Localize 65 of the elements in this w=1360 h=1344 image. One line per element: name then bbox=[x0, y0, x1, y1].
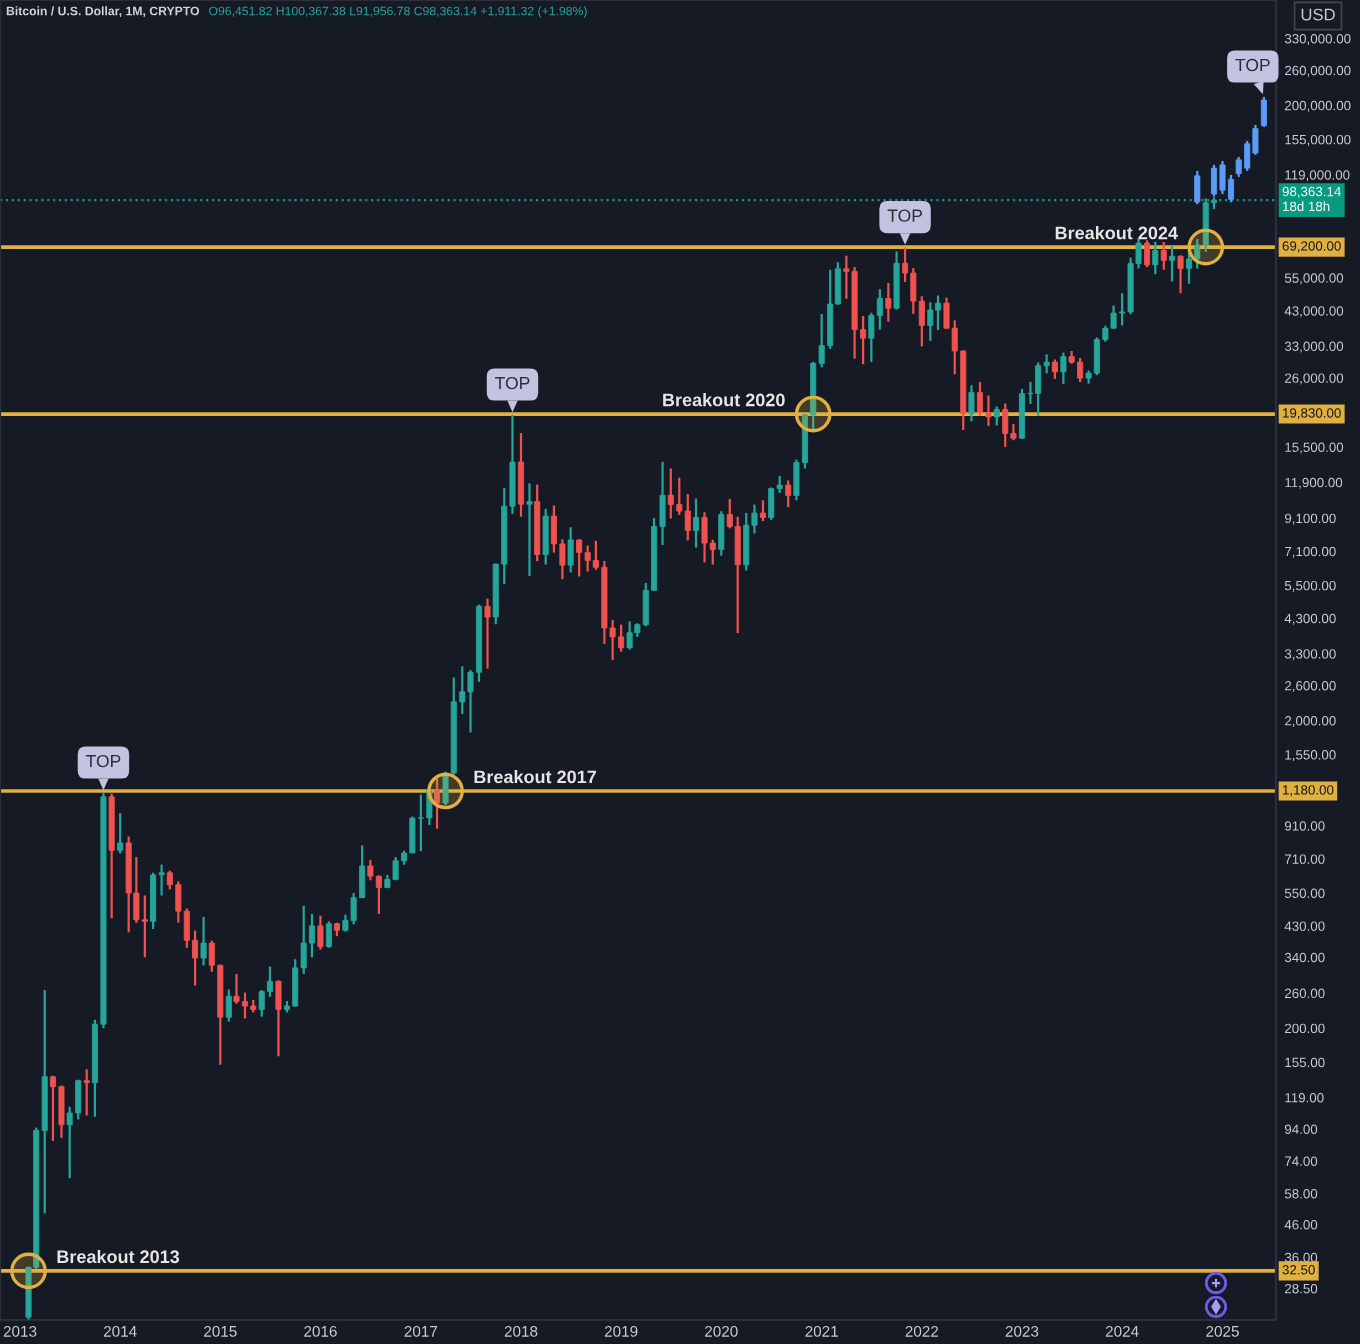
annotation: Breakout 2013 bbox=[57, 1249, 180, 1264]
y-axis-title: USD bbox=[1301, 8, 1335, 21]
candlestick bbox=[893, 250, 900, 311]
candlestick bbox=[325, 920, 332, 949]
candlestick bbox=[258, 988, 265, 1018]
candlestick bbox=[141, 894, 148, 959]
annotation: TOP bbox=[887, 209, 922, 222]
candlestick bbox=[1210, 163, 1218, 198]
candlestick bbox=[1260, 95, 1267, 129]
candlestick bbox=[701, 511, 708, 564]
candlestick bbox=[1219, 159, 1226, 196]
candlestick bbox=[58, 1084, 65, 1139]
candlestick bbox=[1035, 361, 1042, 418]
candlestick bbox=[1144, 239, 1151, 269]
candlestick bbox=[934, 294, 942, 332]
candlestick bbox=[426, 787, 433, 827]
candlestick bbox=[150, 871, 157, 931]
candlestick bbox=[927, 301, 934, 342]
candlestick bbox=[526, 482, 533, 578]
candlestick bbox=[367, 858, 374, 882]
candlestick bbox=[1177, 254, 1184, 295]
candlestick bbox=[584, 544, 591, 573]
candlestick bbox=[1002, 402, 1009, 449]
candlestick bbox=[626, 620, 633, 651]
candlestick bbox=[1194, 169, 1201, 206]
candlestick bbox=[317, 914, 324, 951]
candlestick bbox=[876, 288, 883, 331]
candlestick bbox=[993, 405, 1000, 427]
candlestick bbox=[576, 538, 583, 578]
annotation: TOP bbox=[1235, 58, 1270, 72]
candlestick bbox=[200, 915, 207, 967]
candlestick bbox=[1051, 358, 1058, 381]
candlestick bbox=[517, 431, 525, 518]
candlestick bbox=[1152, 240, 1159, 276]
candlestick bbox=[409, 815, 416, 855]
candlestick bbox=[693, 497, 700, 549]
candlestick bbox=[542, 507, 549, 566]
candlestick bbox=[275, 979, 282, 1058]
candlestick bbox=[117, 812, 124, 855]
candlestick bbox=[567, 526, 574, 574]
candlestick bbox=[718, 510, 725, 557]
candlestick bbox=[684, 492, 691, 542]
candlestick bbox=[241, 991, 249, 1020]
candlestick bbox=[743, 511, 750, 572]
candlestick bbox=[1060, 351, 1067, 386]
annotation: TOP bbox=[85, 754, 121, 768]
candlestick bbox=[1169, 244, 1176, 283]
candlestick bbox=[759, 499, 766, 523]
candlestick bbox=[768, 486, 775, 522]
candlestick bbox=[985, 394, 992, 428]
annotation: Breakout 2017 bbox=[474, 770, 596, 784]
candlestick bbox=[968, 384, 975, 423]
candlestick bbox=[83, 1068, 90, 1117]
candlestick bbox=[1160, 240, 1167, 271]
candlestick bbox=[434, 773, 441, 830]
candlestick bbox=[885, 281, 892, 323]
candlestick bbox=[785, 479, 792, 509]
candlestick bbox=[225, 988, 232, 1023]
candlestick bbox=[1202, 197, 1209, 253]
candlestick bbox=[233, 972, 240, 1005]
annotation: Breakout 2020 bbox=[663, 393, 785, 407]
candlestick bbox=[484, 597, 491, 670]
annotation: Breakout 2024 bbox=[1055, 226, 1178, 240]
annotation: TOP bbox=[495, 376, 530, 390]
candlestick bbox=[1186, 251, 1193, 285]
